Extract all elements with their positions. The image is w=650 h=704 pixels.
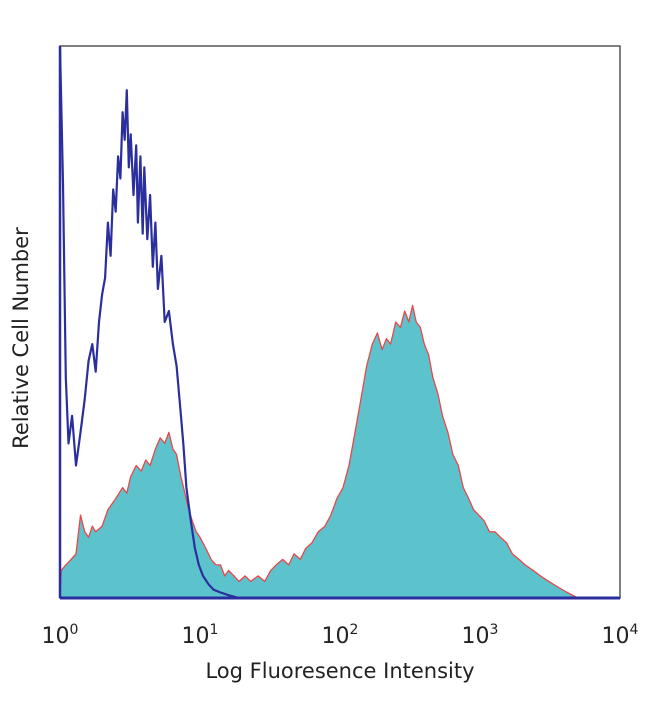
- y-axis-title: Relative Cell Number: [9, 227, 33, 449]
- series-layer: [58, 45, 579, 600]
- x-tick-label: 104: [602, 622, 639, 649]
- series-1-outline: [59, 304, 579, 599]
- x-tick-label: 101: [182, 622, 219, 649]
- series-1-area: [60, 305, 578, 598]
- x-axis-title: Log Fluoresence Intensity: [205, 659, 474, 683]
- x-tick-label: 103: [462, 622, 499, 649]
- x-tick-label: 102: [322, 622, 359, 649]
- plot-area: [58, 45, 621, 600]
- series-0-line: [58, 45, 240, 600]
- x-tick-label: 100: [42, 622, 79, 649]
- x-axis-ticks: 100 101 102 103 104: [42, 622, 639, 649]
